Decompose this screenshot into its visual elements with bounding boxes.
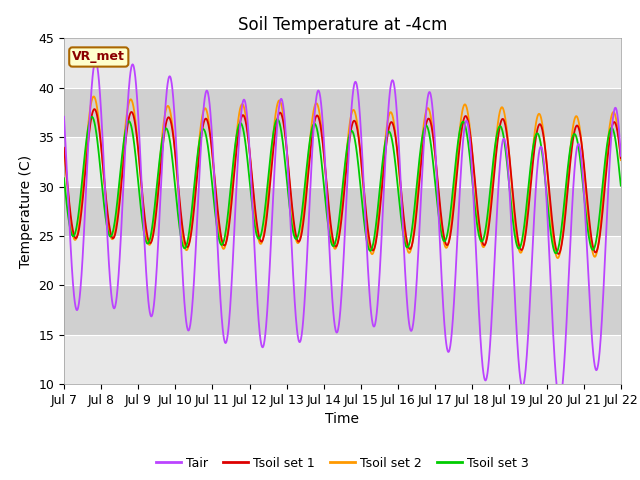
- Title: Soil Temperature at -4cm: Soil Temperature at -4cm: [237, 16, 447, 34]
- Bar: [64, 88, 621, 137]
- Bar: [64, 285, 621, 335]
- Bar: [64, 187, 621, 236]
- Bar: [64, 137, 621, 187]
- Y-axis label: Temperature (C): Temperature (C): [19, 155, 33, 268]
- Bar: [64, 236, 621, 285]
- Bar: [64, 335, 621, 384]
- Text: VR_met: VR_met: [72, 50, 125, 63]
- X-axis label: Time: Time: [325, 412, 360, 426]
- Legend: Tair, Tsoil set 1, Tsoil set 2, Tsoil set 3: Tair, Tsoil set 1, Tsoil set 2, Tsoil se…: [151, 452, 534, 475]
- Bar: [64, 38, 621, 88]
